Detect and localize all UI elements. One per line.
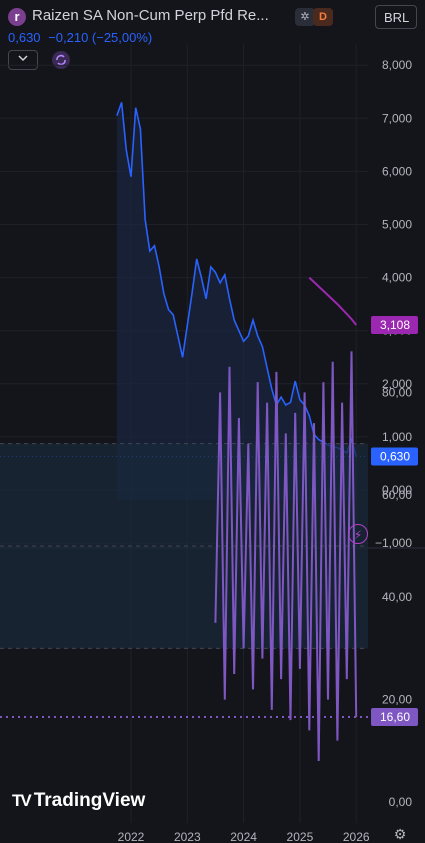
- y-tick-label: 7,000: [382, 111, 412, 125]
- y-tick-label: 8,000: [382, 58, 412, 72]
- y-tick-label: −1,000: [375, 536, 412, 550]
- refresh-icon[interactable]: [52, 51, 70, 69]
- chart-header: r Raizen SA Non-Cum Perp Pfd Re... ✲ D B…: [0, 0, 425, 80]
- currency-selector[interactable]: BRL: [375, 5, 417, 29]
- y-tick-label: 0,000: [382, 483, 412, 497]
- last-price: 0,630: [8, 30, 41, 45]
- oscillator-tick-label: 0,00: [389, 795, 413, 809]
- last-price-label: 0,630: [380, 450, 410, 464]
- x-tick-label: 2024: [230, 830, 257, 843]
- lightning-icon[interactable]: ⚡: [348, 524, 368, 544]
- oscillator-line: [214, 351, 358, 762]
- tv-mark-icon: TV: [12, 791, 32, 810]
- symbol-logo: r: [8, 8, 26, 26]
- y-tick-label: 6,000: [382, 164, 412, 178]
- symbol-title[interactable]: Raizen SA Non-Cum Perp Pfd Re...: [32, 7, 269, 24]
- ma-series-line: [308, 276, 357, 326]
- collapse-legend-button[interactable]: [8, 50, 38, 70]
- ma-value-label: 3,108: [380, 318, 410, 332]
- y-tick-label: 5,000: [382, 218, 412, 232]
- x-tick-label: 2025: [287, 830, 314, 843]
- oscillator-tick-label: 20,00: [382, 693, 412, 707]
- oscillator-tick-label: 40,00: [382, 590, 412, 604]
- delayed-badge: D: [313, 8, 333, 26]
- gear-icon[interactable]: ⚙: [393, 826, 407, 842]
- last-price-label-box: [371, 447, 418, 466]
- oscillator-value-box: [371, 708, 418, 727]
- quote-line: 0,630 −0,210 (−25,00%): [8, 30, 152, 45]
- tradingview-logo: TV TradingView: [12, 790, 146, 811]
- chevron-down-icon: [18, 55, 28, 62]
- ma-value-label-box: [371, 315, 418, 334]
- x-tick-label: 2022: [118, 830, 145, 843]
- flag-badge: ✲: [295, 8, 315, 26]
- oscillator-tick-label: 60,00: [382, 488, 412, 502]
- x-tick-label: 2023: [174, 830, 201, 843]
- price-area: [116, 102, 357, 501]
- y-tick-label: 1,000: [382, 430, 412, 444]
- y-tick-label: 4,000: [382, 271, 412, 285]
- price-change: −0,210 (−25,00%): [48, 30, 153, 45]
- y-tick-label: 2,000: [382, 377, 412, 391]
- oscillator-value-label: 16,60: [380, 710, 410, 724]
- oscillator-tick-label: 80,00: [382, 385, 412, 399]
- price-series-line: [116, 102, 357, 457]
- x-tick-label: 2026: [343, 830, 370, 843]
